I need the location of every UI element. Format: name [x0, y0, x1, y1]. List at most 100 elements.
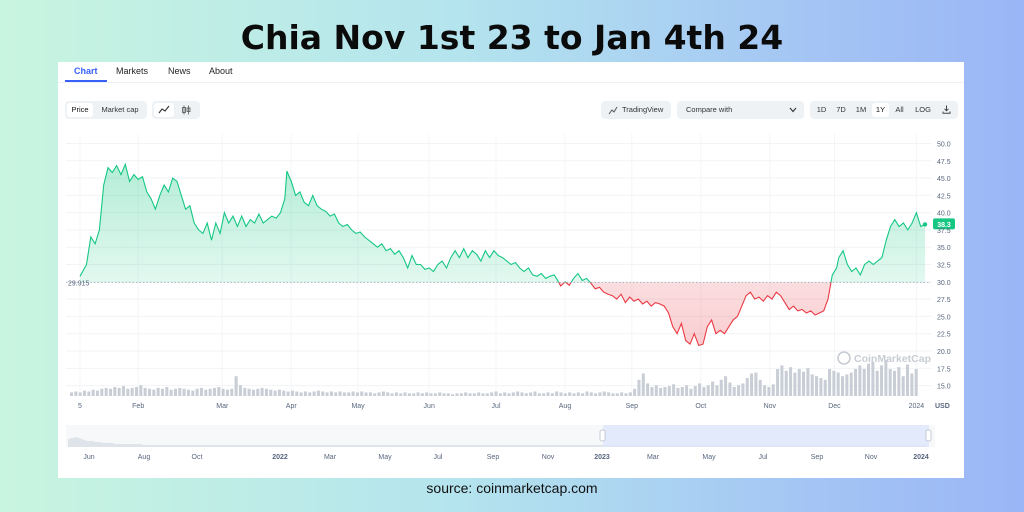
- range-1d[interactable]: 1D: [816, 105, 827, 114]
- volume-bar: [503, 392, 507, 396]
- volume-bar: [758, 379, 762, 396]
- volume-bar: [139, 385, 143, 396]
- volume-bar: [303, 391, 307, 396]
- navigator-tick-label: Oct: [192, 454, 203, 461]
- volume-bar: [282, 390, 286, 396]
- y-tick-label: 20.0: [937, 349, 951, 356]
- volume-bar: [338, 391, 342, 396]
- volume-bar: [117, 387, 121, 396]
- volume-bar: [355, 392, 359, 396]
- volume-bars: [70, 360, 918, 396]
- tab-about[interactable]: About: [209, 66, 233, 76]
- volume-bar: [884, 360, 888, 396]
- x-tick-label: Aug: [559, 403, 572, 410]
- volume-bar: [628, 392, 632, 396]
- volume-bar: [680, 387, 684, 396]
- x-tick-label: Feb: [132, 403, 144, 410]
- y-tick-label: 40.0: [937, 211, 951, 218]
- volume-bar: [581, 393, 585, 396]
- volume-bar: [451, 394, 455, 396]
- range-1m[interactable]: 1M: [855, 105, 867, 114]
- volume-bar: [325, 392, 329, 396]
- volume-bar: [780, 365, 784, 396]
- volume-bar: [316, 390, 320, 396]
- volume-bar: [412, 393, 416, 396]
- range-7d[interactable]: 7D: [836, 105, 846, 114]
- volume-bar: [620, 392, 624, 396]
- volume-bar: [321, 391, 325, 396]
- tab-news[interactable]: News: [168, 66, 191, 76]
- download-button[interactable]: [937, 103, 955, 117]
- volume-bar: [810, 374, 814, 396]
- volume-bar: [377, 392, 381, 396]
- volume-bar: [407, 393, 411, 396]
- range-1y[interactable]: 1Y: [872, 103, 889, 117]
- navigator-tick-label: Mar: [324, 454, 337, 461]
- volume-bar: [685, 385, 689, 396]
- volume-bar: [784, 370, 788, 396]
- volume-bar: [520, 392, 524, 396]
- navigator-tick-label: Mar: [647, 454, 660, 461]
- volume-bar: [74, 391, 78, 396]
- volume-bar: [607, 392, 611, 396]
- volume-bar: [516, 391, 520, 396]
- volume-bar: [897, 367, 901, 396]
- volume-bar: [841, 376, 845, 396]
- volume-bar: [706, 385, 710, 396]
- navigator-handle-right: [925, 429, 932, 442]
- volume-bar: [468, 393, 472, 396]
- line-chart-icon: [158, 105, 170, 114]
- volume-bar: [901, 376, 905, 396]
- compare-with-select[interactable]: Compare with: [677, 101, 804, 119]
- volume-bar: [481, 393, 485, 396]
- y-tick-label: 15.0: [937, 384, 951, 391]
- volume-bar: [399, 393, 403, 396]
- candlestick-icon: [182, 105, 191, 115]
- volume-bar: [698, 383, 702, 396]
- tradingview-button[interactable]: TradingView: [601, 101, 671, 119]
- volume-bar: [438, 392, 442, 396]
- chart-style-toggle: [152, 101, 200, 119]
- tab-chart[interactable]: Chart: [74, 66, 98, 76]
- volume-bar: [797, 369, 801, 396]
- volume-bar: [585, 391, 589, 396]
- volume-bar: [191, 390, 195, 396]
- price-line-down: [558, 282, 832, 347]
- volume-bar: [126, 388, 130, 396]
- volume-bar: [260, 387, 264, 396]
- price-line-up: [79, 162, 926, 283]
- x-tick-label: Apr: [286, 403, 298, 410]
- download-icon: [942, 105, 950, 114]
- last-price-label: 38.3: [937, 222, 951, 229]
- volume-bar: [598, 392, 602, 396]
- y-tick-label: 37.5: [937, 228, 951, 235]
- price-chart[interactable]: CoinMarketCap 38.3 50.0 47.5 45.0 42.5 40.0 3…: [58, 62, 964, 478]
- volume-bar: [776, 369, 780, 396]
- volume-bar: [715, 385, 719, 396]
- price-marketcap-toggle: Price Market cap: [65, 101, 147, 119]
- volume-bar: [555, 391, 559, 396]
- tab-markets[interactable]: Markets: [116, 66, 149, 76]
- volume-bar: [875, 370, 879, 396]
- volume-bar: [832, 370, 836, 396]
- volume-bar: [416, 392, 420, 396]
- candle-chart-button[interactable]: [176, 103, 196, 117]
- volume-bar: [433, 393, 437, 396]
- last-price-dot: [922, 222, 928, 227]
- volume-bar: [143, 387, 147, 396]
- market-cap-button[interactable]: Market cap: [101, 105, 139, 114]
- price-button[interactable]: Price: [67, 103, 93, 117]
- volume-bar: [702, 387, 706, 396]
- volume-bar: [771, 384, 775, 396]
- watermark-text: CoinMarketCap: [854, 353, 931, 365]
- range-log[interactable]: LOG: [915, 105, 931, 114]
- x-tick-label: Oct: [695, 403, 706, 410]
- y-tick-label: 47.5: [937, 159, 951, 166]
- volume-bar: [290, 390, 294, 396]
- volume-bar: [234, 376, 238, 396]
- volume-bar: [477, 392, 481, 396]
- range-all[interactable]: All: [895, 105, 904, 114]
- x-tick-label: Sep: [626, 403, 639, 410]
- line-chart-button[interactable]: [154, 103, 174, 117]
- volume-bar: [113, 387, 117, 396]
